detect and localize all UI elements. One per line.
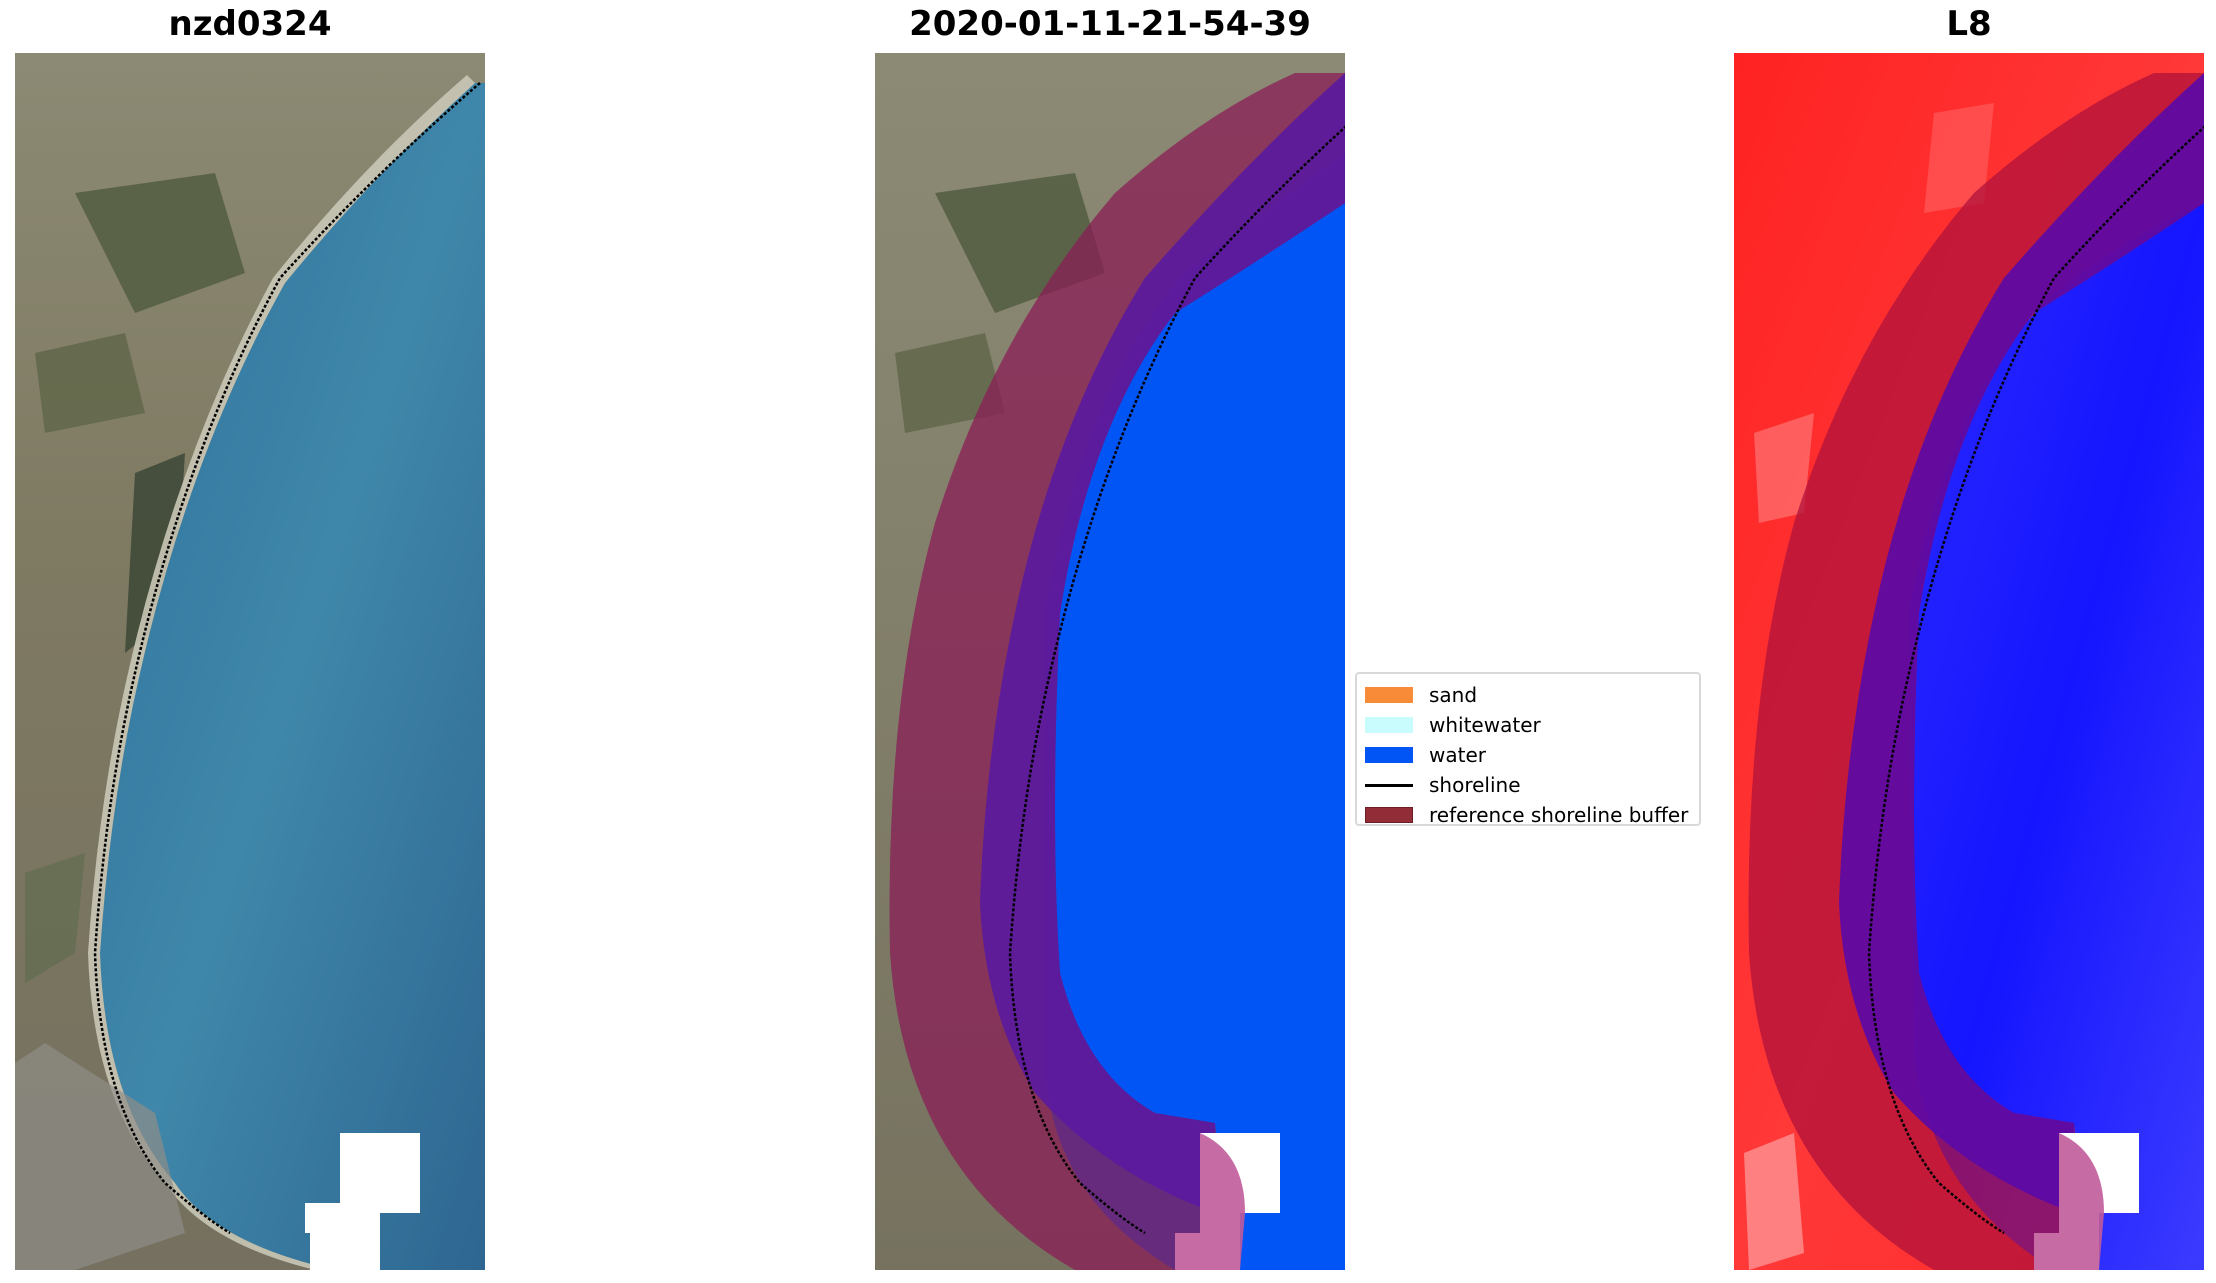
legend-label-whitewater: whitewater — [1429, 713, 1541, 737]
shoreline-line-swatch — [1365, 783, 1413, 787]
whitewater-swatch — [1365, 717, 1413, 733]
left-panel-title: nzd0324 — [168, 4, 332, 44]
legend-item-whitewater: whitewater — [1365, 710, 1691, 740]
rgb-satellite-panel — [15, 53, 485, 1270]
rgb-satellite-image — [15, 53, 485, 1270]
classified-image — [875, 53, 1345, 1270]
legend-item-shoreline: shoreline — [1365, 770, 1691, 800]
legend: sand whitewater water shoreline referenc… — [1355, 672, 1701, 827]
legend-label-buffer: reference shoreline buffer — [1429, 803, 1689, 827]
legend-label-sand: sand — [1429, 683, 1478, 707]
sand-swatch — [1365, 687, 1413, 703]
right-panel-title: L8 — [1946, 4, 1992, 44]
legend-label-water: water — [1429, 743, 1486, 767]
legend-item-buffer: reference shoreline buffer — [1365, 800, 1691, 830]
l8-index-image — [1734, 53, 2204, 1270]
classified-image-panel — [875, 53, 1345, 1270]
buffer-swatch — [1365, 807, 1413, 823]
legend-item-sand: sand — [1365, 680, 1691, 710]
middle-panel-title: 2020-01-11-21-54-39 — [909, 4, 1311, 44]
legend-item-water: water — [1365, 740, 1691, 770]
water-swatch — [1365, 747, 1413, 763]
legend-label-shoreline: shoreline — [1429, 773, 1521, 797]
l8-index-panel — [1734, 53, 2204, 1270]
